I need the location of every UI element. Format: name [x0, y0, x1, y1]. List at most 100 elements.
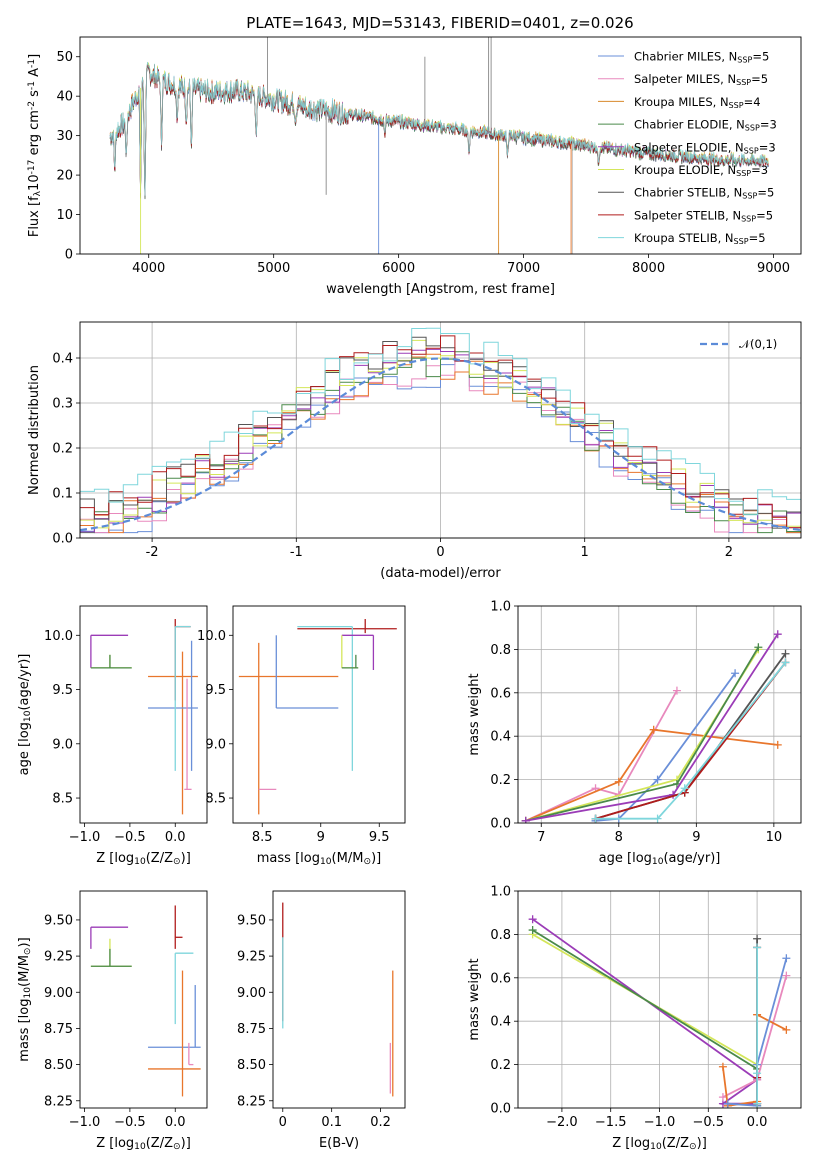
y-tick-label: 50: [56, 50, 73, 65]
data-point-marker: [591, 814, 600, 823]
data-point-marker: [528, 926, 537, 935]
data-point-marker: [753, 934, 762, 943]
legend-label: Kroupa STELIB, NSSP=5: [634, 231, 766, 246]
x-tick-label: 8000: [632, 261, 665, 276]
y-tick-label: 8.5: [52, 792, 73, 807]
panel-spectrum: 4000 5000 6000 7000 8000 9000 0 10 20 30 40 50 wavel…: [27, 36, 802, 297]
x-axis-label: E(B-V): [319, 1136, 359, 1151]
y-tick-label: 8.5: [205, 792, 226, 807]
legend-label: Chabrier ELODIE, NSSP=3: [634, 118, 777, 133]
weight-line-1: [525, 728, 778, 822]
y-tick-label: 9.50: [237, 913, 266, 928]
data-point-marker: [782, 954, 791, 963]
plot-area-mass-ebv: [282, 902, 394, 1097]
x-tick-label: 2: [725, 545, 733, 560]
y-tick-label: 40: [56, 90, 73, 105]
y-tick-label: 1.0: [490, 885, 511, 900]
y-tick-label: 0.2: [490, 773, 511, 788]
panel-mass-z: −1.0 −0.5 0.0 8.25 8.50 8.75 9.00 9.25 9.50 Z [lo…: [17, 890, 208, 1152]
data-point-marker: [680, 784, 689, 793]
x-tick-label: 0.1: [321, 1115, 342, 1130]
y-tick-label: 0.4: [490, 1015, 511, 1030]
plot-area-spectrum: [109, 37, 769, 254]
x-axis-label: Z [log10(Z/Z⊙)]: [96, 851, 191, 867]
y-axis-label: Flux [fλ10-17 erg cm-2 s-1 A-1]: [27, 54, 43, 237]
chart-title: PLATE=1643, MJD=53143, FIBERID=0401, z=0…: [246, 14, 633, 32]
x-axis-label: (data-model)/error: [380, 566, 501, 581]
x-tick-label: −0.5: [114, 830, 146, 845]
axes-frame: [232, 605, 406, 824]
plot-area-age-z: [90, 619, 198, 815]
panel-age-z: −1.0 −0.5 0.0 8.5 9.0 9.5 10.0 Z [log10(Z/Z⊙)] a…: [17, 605, 208, 867]
data-point-marker: [753, 943, 762, 952]
y-tick-label: 0.2: [52, 442, 73, 457]
panel-histogram: -2 -1 0 1 2 0.0 0.1 0.2 0.3 0.4 (data-model)/error…: [27, 321, 802, 581]
hist-series-8: [80, 327, 801, 517]
x-tick-label: 0: [436, 545, 444, 560]
y-tick-label: 9.0: [52, 737, 73, 752]
x-tick-label: 8: [615, 830, 623, 845]
data-point-marker: [753, 1099, 762, 1108]
y-tick-label: 0.6: [490, 971, 511, 986]
y-tick-label: 9.5: [52, 683, 73, 698]
y-axis-label: mass weight: [467, 958, 482, 1040]
x-tick-label: 0.0: [165, 830, 186, 845]
gaussian-curve: [80, 357, 801, 532]
x-tick-label: 9: [317, 830, 325, 845]
plot-area-histogram: [80, 327, 801, 534]
x-tick-label: 6000: [382, 261, 415, 276]
x-tick-label: 9.5: [369, 830, 390, 845]
x-tick-label: 1: [581, 545, 589, 560]
data-point-marker: [723, 1099, 732, 1108]
x-tick-label: 7: [537, 830, 545, 845]
y-tick-label: 0.8: [490, 928, 511, 943]
weight-line-2: [532, 929, 758, 1106]
x-tick-label: −0.5: [114, 1115, 146, 1130]
hist-series-7: [80, 335, 801, 529]
x-axis-label: Z [log10(Z/Z⊙)]: [612, 1136, 707, 1152]
x-tick-label: 9: [692, 830, 700, 845]
x-tick-label: −1.0: [69, 1115, 101, 1130]
x-tick-label: 5000: [257, 261, 290, 276]
y-tick-label: 0.8: [490, 643, 511, 658]
data-point-marker: [718, 1093, 727, 1102]
x-tick-label: −1.5: [595, 1115, 627, 1130]
x-tick-label: 9000: [757, 261, 790, 276]
x-tick-label: -1: [290, 545, 303, 560]
x-tick-label: 0.2: [370, 1115, 391, 1130]
legend-label: Salpeter MILES, NSSP=5: [634, 72, 768, 87]
y-tick-label: 9.25: [237, 950, 266, 965]
y-tick-label: 0.0: [52, 532, 73, 547]
y-tick-label: 8.75: [44, 1022, 73, 1037]
data-point-marker: [781, 658, 790, 667]
axes-frame: [517, 605, 802, 824]
y-tick-label: 10: [56, 208, 73, 223]
data-point-marker: [731, 669, 740, 678]
data-point-marker: [781, 649, 790, 658]
weight-line-2: [595, 672, 736, 822]
y-tick-label: 0.6: [490, 686, 511, 701]
data-point-marker: [773, 740, 782, 749]
y-tick-label: 8.50: [44, 1058, 73, 1073]
y-axis-label: Normed distribution: [27, 365, 42, 495]
y-axis-label: mass weight: [467, 673, 482, 755]
x-tick-label: 0.0: [747, 1115, 768, 1130]
x-axis-label: Z [log10(Z/Z⊙)]: [96, 1136, 191, 1152]
legend-label: Kroupa ELODIE, NSSP=3: [634, 163, 768, 178]
data-point-marker: [672, 686, 681, 695]
y-tick-label: 9.25: [44, 950, 73, 965]
legend: Chabrier MILES, NSSP=5 Salpeter MILES, NS…: [598, 50, 777, 246]
data-point-marker: [614, 777, 623, 786]
y-tick-label: 8.50: [237, 1058, 266, 1073]
y-tick-label: 10.0: [197, 629, 226, 644]
x-axis-label: wavelength [Angstrom, rest frame]: [326, 282, 555, 297]
weight-line-8: [595, 661, 787, 820]
y-tick-label: 9.50: [44, 913, 73, 928]
legend-label: Salpeter STELIB, NSSP=5: [634, 208, 773, 223]
y-tick-label: 8.25: [44, 1094, 73, 1109]
y-tick-label: 9.0: [205, 737, 226, 752]
axes-frame: [272, 890, 406, 1109]
weight-line-5: [525, 633, 779, 822]
data-point-marker: [653, 814, 662, 823]
panel-weight-z: −2.0 −1.5 −1.0 −0.5 0.0 0.0 0.2 0.4 0.6 0.8 1.0 Z […: [467, 885, 802, 1152]
